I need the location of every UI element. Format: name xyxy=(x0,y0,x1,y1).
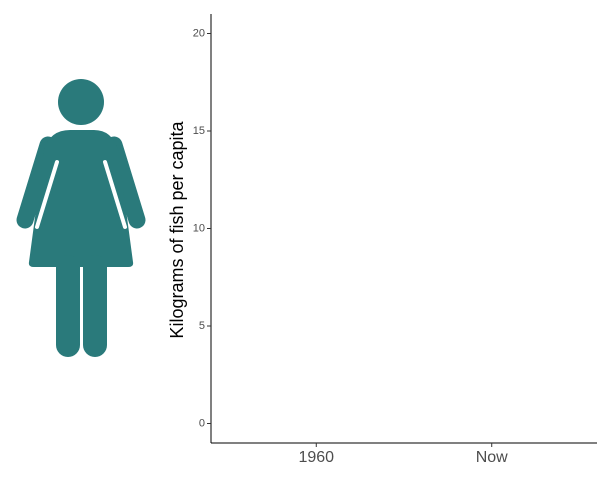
woman-icon xyxy=(16,79,146,357)
y-tick-label: 10 xyxy=(193,222,205,234)
y-tick-label: 20 xyxy=(193,27,205,39)
y-tick-label: 15 xyxy=(193,125,205,137)
y-tick-label: 5 xyxy=(199,320,205,332)
y-axis-label: Kilograms of fish per capita xyxy=(167,120,187,338)
y-tick-label: 0 xyxy=(199,417,205,429)
x-tick-label: 1960 xyxy=(298,449,334,466)
x-tick-label: Now xyxy=(476,449,508,466)
